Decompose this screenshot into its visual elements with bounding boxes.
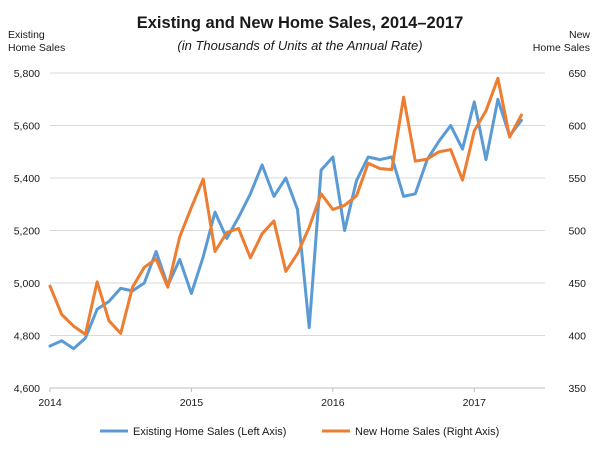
right-tick-label: 450 <box>568 278 586 290</box>
left-axis-ticks: 4,600 4,800 5,000 5,200 5,400 5,600 5,800 <box>14 68 40 395</box>
left-tick-label: 4,800 <box>14 331 40 343</box>
right-tick-label: 550 <box>568 173 586 185</box>
right-axis-ticks: 350 400 450 500 550 600 650 <box>568 68 586 395</box>
right-tick-label: 500 <box>568 226 586 238</box>
right-axis-label-line-1: New <box>569 29 590 41</box>
left-tick-label: 5,400 <box>14 173 40 185</box>
legend-label-new: New Home Sales (Right Axis) <box>355 426 499 438</box>
right-axis-label-line-2: Home Sales <box>533 42 590 54</box>
left-tick-label: 4,600 <box>14 383 40 395</box>
x-tick-label: 2014 <box>38 397 62 409</box>
x-tick-label: 2017 <box>463 397 487 409</box>
series-line-new <box>48 76 523 336</box>
series-lines <box>48 76 523 351</box>
legend-label-existing: Existing Home Sales (Left Axis) <box>133 426 286 438</box>
left-tick-label: 5,200 <box>14 226 40 238</box>
chart-subtitle: (in Thousands of Units at the Annual Rat… <box>177 38 422 53</box>
chart-title: Existing and New Home Sales, 2014–2017 <box>137 14 464 32</box>
right-tick-label: 350 <box>568 383 586 395</box>
x-tick-label: 2016 <box>321 397 345 409</box>
left-axis-label-line-2: Home Sales <box>8 42 65 54</box>
right-tick-label: 400 <box>568 331 586 343</box>
legend: Existing Home Sales (Left Axis) New Home… <box>100 426 499 438</box>
x-tick-label: 2015 <box>180 397 204 409</box>
x-axis-ticks: 2014 2015 2016 2017 <box>38 388 486 409</box>
series-line-existing <box>48 97 523 351</box>
left-axis-label-line-1: Existing <box>8 29 45 41</box>
left-tick-label: 5,800 <box>14 68 40 80</box>
left-tick-label: 5,600 <box>14 121 40 133</box>
gridlines <box>50 72 545 389</box>
right-tick-label: 650 <box>568 68 586 80</box>
right-tick-label: 600 <box>568 121 586 133</box>
left-tick-label: 5,000 <box>14 278 40 290</box>
